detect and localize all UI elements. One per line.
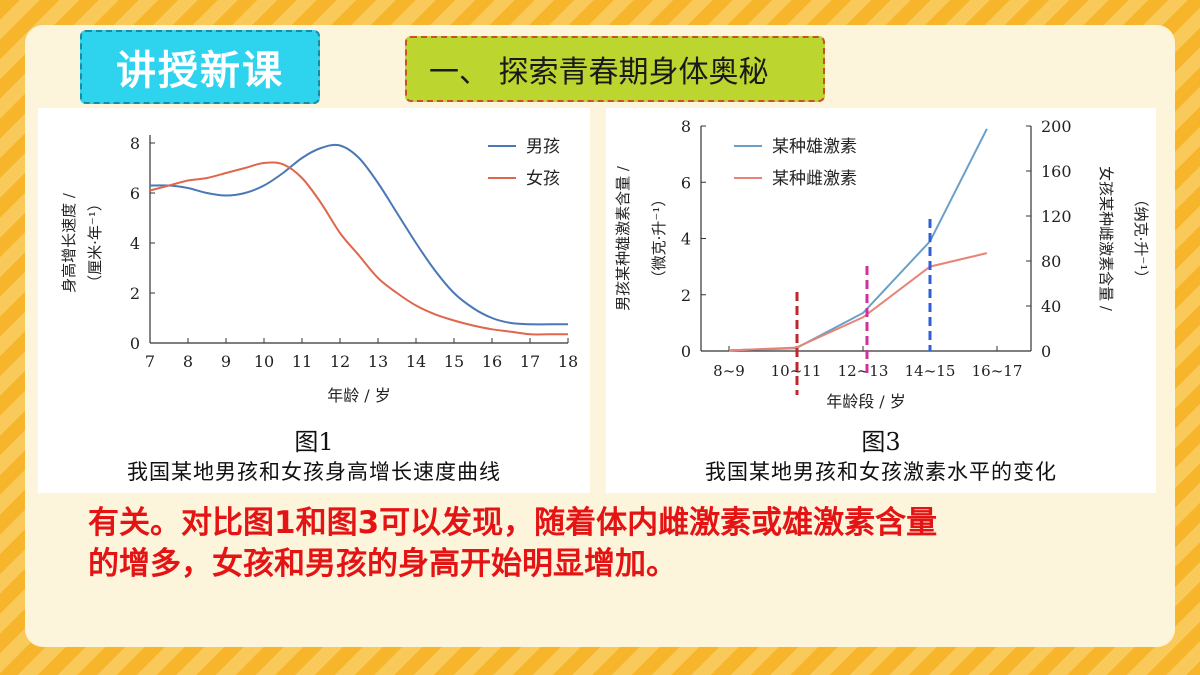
x-tick-label: 12~13 [838,362,889,380]
figure-3-chart: 02468040801201602008~910~1112~1314~1516~… [614,117,1150,411]
x-tick-label: 16~17 [972,362,1023,380]
x-tick-label: 7 [145,352,155,371]
x-tick-label: 9 [221,352,231,371]
right-y-axis-label: 女孩某种雌激素含量 / [1097,166,1115,312]
right-y-tick-label: 0 [1041,342,1051,361]
y-tick-label: 4 [130,234,140,253]
figure-3-title: 我国某地男孩和女孩激素水平的变化 [705,460,1057,484]
left-y-axis-unit: （微克·升⁻¹） [650,192,668,286]
x-tick-label: 8~9 [713,362,745,380]
left-y-tick-label: 6 [681,173,691,192]
legend-label-2: 女孩 [526,169,560,189]
y-axis-label: 身高增长速度 / [60,192,78,293]
y-tick-label: 2 [130,284,140,303]
x-tick-label: 13 [368,352,388,371]
right-y-tick-label: 40 [1041,297,1061,316]
x-axis-label: 年龄段 / 岁 [826,392,906,411]
figure-1-panel: 0 2 4 6 8 7 8 9 10 11 12 13 14 15 16 17 18 年龄 / 岁 身高增长速度 /… [38,108,590,493]
x-tick-label: 12 [330,352,350,371]
right-y-tick-label: 80 [1041,252,1061,271]
series-line-2 [728,252,988,352]
right-y-tick-label: 120 [1041,207,1072,226]
x-axis-label: 年龄 / 岁 [327,386,391,405]
series-line-1 [728,128,988,352]
x-tick-label: 10 [254,352,274,371]
conclusion-text: 有关。对比图1和图3可以发现，随着体内雌激素或雄激素含量 的增多，女孩和男孩的身… [88,503,1128,585]
x-tick-label: 11 [292,352,312,371]
x-tick-label: 17 [520,352,540,371]
figure-1-title: 我国某地男孩和女孩身高增长速度曲线 [127,460,501,484]
y-tick-label: 6 [130,184,140,203]
section-title: 一、 探索青春期身体奥秘 [405,36,825,102]
left-y-axis-label: 男孩某种雄激素含量 / [614,165,632,311]
series-line-2 [149,161,568,336]
legend-label-1: 某种雄激素 [772,137,857,157]
legend-label-1: 男孩 [526,137,560,157]
x-tick-label: 18 [558,352,578,371]
y-tick-label: 8 [130,134,140,153]
right-y-tick-label: 160 [1041,162,1072,181]
lesson-badge: 讲授新课 [80,30,320,104]
left-y-tick-label: 2 [681,286,691,305]
x-tick-label: 15 [444,352,464,371]
right-y-tick-label: 200 [1041,117,1072,136]
figure-1-number: 图1 [294,428,334,456]
y-axis-unit: （厘米·年⁻¹） [86,196,104,290]
right-y-axis-unit: （纳克·升⁻¹） [1132,192,1150,286]
x-tick-label: 16 [482,352,502,371]
series-line-1 [149,143,568,326]
left-y-tick-label: 8 [681,117,691,136]
figure-3-number: 图3 [861,428,901,456]
figure-1-chart: 0 2 4 6 8 7 8 9 10 11 12 13 14 15 16 17 18 年龄 / 岁 身高增长速度 /… [60,134,578,405]
figure-3-panel: 02468040801201602008~910~1112~1314~1516~… [606,108,1156,493]
legend-label-2: 某种雌激素 [772,169,857,189]
x-tick-label: 14~15 [905,362,956,380]
left-y-tick-label: 0 [681,342,691,361]
conclusion-line-2: 的增多，女孩和男孩的身高开始明显增加。 [88,546,677,582]
conclusion-line-1: 有关。对比图1和图3可以发现，随着体内雌激素或雄激素含量 [88,505,938,541]
x-tick-label: 8 [183,352,193,371]
left-y-tick-label: 4 [681,230,691,249]
y-tick-label: 0 [130,334,140,353]
x-tick-label: 14 [406,352,426,371]
